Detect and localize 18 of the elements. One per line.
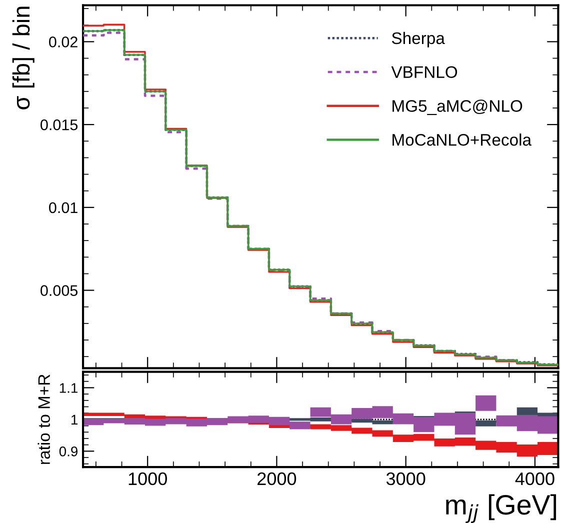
y-tick-label: 1 [72,414,78,424]
y-axis-title: ratio to M+R [38,374,50,464]
x-tick-label: 3000 [386,472,426,486]
y-tick-label: 0.9 [59,446,78,456]
x-axis-title: m$_{jj}$ [GeV] [446,494,556,523]
legend-label: Sherpa [392,32,445,48]
x-tick-label: 1000 [128,472,167,486]
legend-label: VBFNLO [391,66,458,78]
legend-label: MoCaNLO+Recola [392,134,532,146]
y-tick-label: 0.005 [40,285,78,296]
y-tick-label: 0.02 [49,36,78,48]
y-tick-label: 0.01 [49,202,78,214]
y-axis-title: σ [fb] / bin [12,6,34,110]
y-tick-label: 0.015 [40,119,78,130]
x-tick-label: 2000 [258,472,296,486]
x-tick-label: 4000 [515,472,554,486]
y-tick-label: 1.1 [60,383,78,393]
legend-label: MG5_aMC@NLO [392,100,522,116]
